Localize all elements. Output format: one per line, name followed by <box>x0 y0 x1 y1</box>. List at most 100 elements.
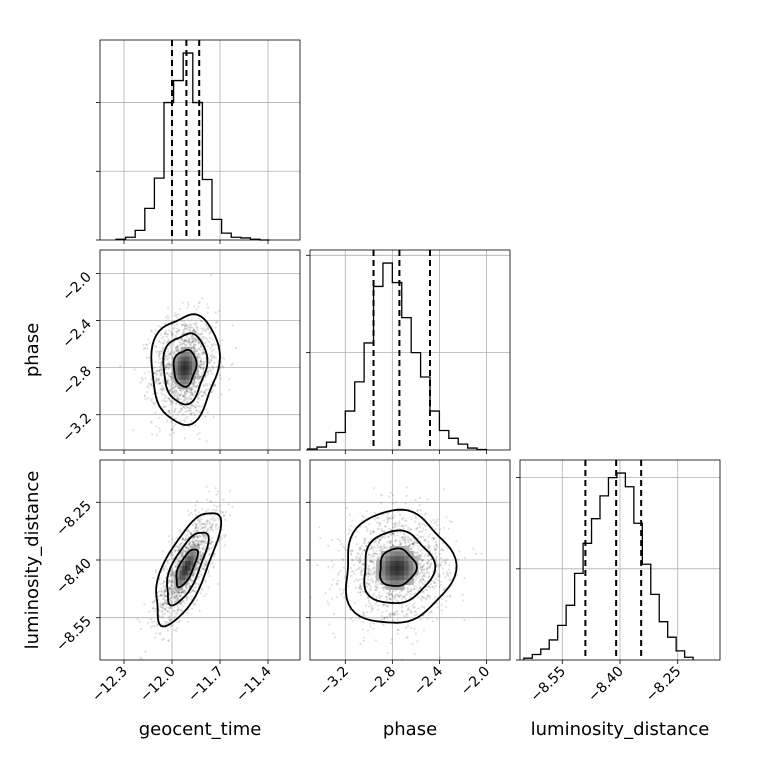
sample-point <box>419 553 422 557</box>
sample-point <box>407 590 410 593</box>
sample-point <box>418 554 421 557</box>
sample-point <box>165 396 168 399</box>
sample-point <box>193 541 196 544</box>
sample-point <box>205 384 209 387</box>
sample-point <box>357 587 361 590</box>
sample-point <box>426 540 430 543</box>
sample-point <box>167 409 170 412</box>
sample-point <box>409 547 412 550</box>
sample-point <box>189 324 193 327</box>
density-cell <box>185 570 189 576</box>
sample-point <box>173 597 176 600</box>
sample-point <box>400 603 403 606</box>
sample-point <box>421 605 424 608</box>
sample-point <box>190 413 193 416</box>
sample-point <box>150 420 153 423</box>
sample-point <box>172 391 176 394</box>
sample-point <box>215 321 218 325</box>
sample-point <box>203 361 206 364</box>
sample-point <box>154 360 157 364</box>
sample-point <box>194 509 197 512</box>
sample-point <box>171 331 174 334</box>
sample-point <box>193 380 196 383</box>
sample-point <box>391 532 395 535</box>
sample-point <box>411 642 414 645</box>
sample-point <box>351 549 354 552</box>
sample-point <box>200 554 203 557</box>
sample-point <box>194 406 197 409</box>
sample-point <box>180 609 183 612</box>
sample-point <box>161 603 164 606</box>
sample-point <box>406 535 410 538</box>
sample-point <box>372 555 375 558</box>
sample-point <box>420 558 423 561</box>
sample-point <box>176 393 179 397</box>
sample-point <box>418 575 421 578</box>
sample-point <box>191 540 194 543</box>
sample-point <box>409 539 412 542</box>
sample-point <box>161 603 164 606</box>
sample-point <box>198 302 201 305</box>
sample-point <box>375 595 378 599</box>
sample-point <box>196 396 199 399</box>
sample-point <box>166 347 169 351</box>
sample-point <box>181 550 185 553</box>
sample-point <box>184 392 187 396</box>
sample-point <box>211 367 215 370</box>
sample-point <box>198 543 201 546</box>
sample-point <box>159 595 162 598</box>
sample-point <box>421 559 424 562</box>
sample-point <box>347 528 351 531</box>
sample-point <box>358 560 362 563</box>
sample-point <box>157 379 160 383</box>
sample-point <box>387 535 390 538</box>
sample-point <box>170 554 173 557</box>
sample-point <box>388 615 391 618</box>
sample-point <box>194 324 197 327</box>
density-cell <box>191 360 196 366</box>
sample-point <box>177 313 180 316</box>
sample-point <box>197 317 200 320</box>
sample-point <box>435 548 438 551</box>
sample-point <box>441 542 445 545</box>
sample-point <box>202 540 205 543</box>
sample-point <box>419 549 422 553</box>
sample-point <box>196 544 200 547</box>
sample-point <box>436 564 439 567</box>
sample-point <box>198 575 201 578</box>
sample-point <box>409 626 412 629</box>
sample-point <box>163 592 166 595</box>
sample-point <box>163 590 166 593</box>
sample-point <box>193 340 197 343</box>
sample-point <box>194 602 197 605</box>
density-cell <box>174 369 179 376</box>
sample-point <box>154 379 157 382</box>
sample-point <box>185 547 188 550</box>
density-cell <box>177 356 182 362</box>
sample-point <box>413 551 416 554</box>
sample-point <box>419 597 422 600</box>
sample-point <box>170 351 173 354</box>
sample-point <box>200 540 203 543</box>
sample-point <box>378 540 381 543</box>
sample-point <box>390 540 393 543</box>
sample-point <box>175 544 178 547</box>
sample-point <box>185 546 188 550</box>
sample-point <box>175 627 178 630</box>
sample-point <box>186 410 189 413</box>
sample-point <box>383 530 386 533</box>
sample-point <box>203 526 206 529</box>
sample-point <box>174 402 178 406</box>
sample-point <box>160 590 163 594</box>
sample-point <box>381 586 384 589</box>
sample-point <box>388 516 391 520</box>
sample-point <box>196 433 199 436</box>
density-cell <box>394 550 400 557</box>
sample-point <box>144 377 147 380</box>
sample-point <box>183 399 186 402</box>
sample-point <box>201 533 204 536</box>
sample-point <box>183 392 186 395</box>
sample-point <box>173 590 176 593</box>
density-cell <box>180 379 184 385</box>
sample-point <box>210 524 214 528</box>
